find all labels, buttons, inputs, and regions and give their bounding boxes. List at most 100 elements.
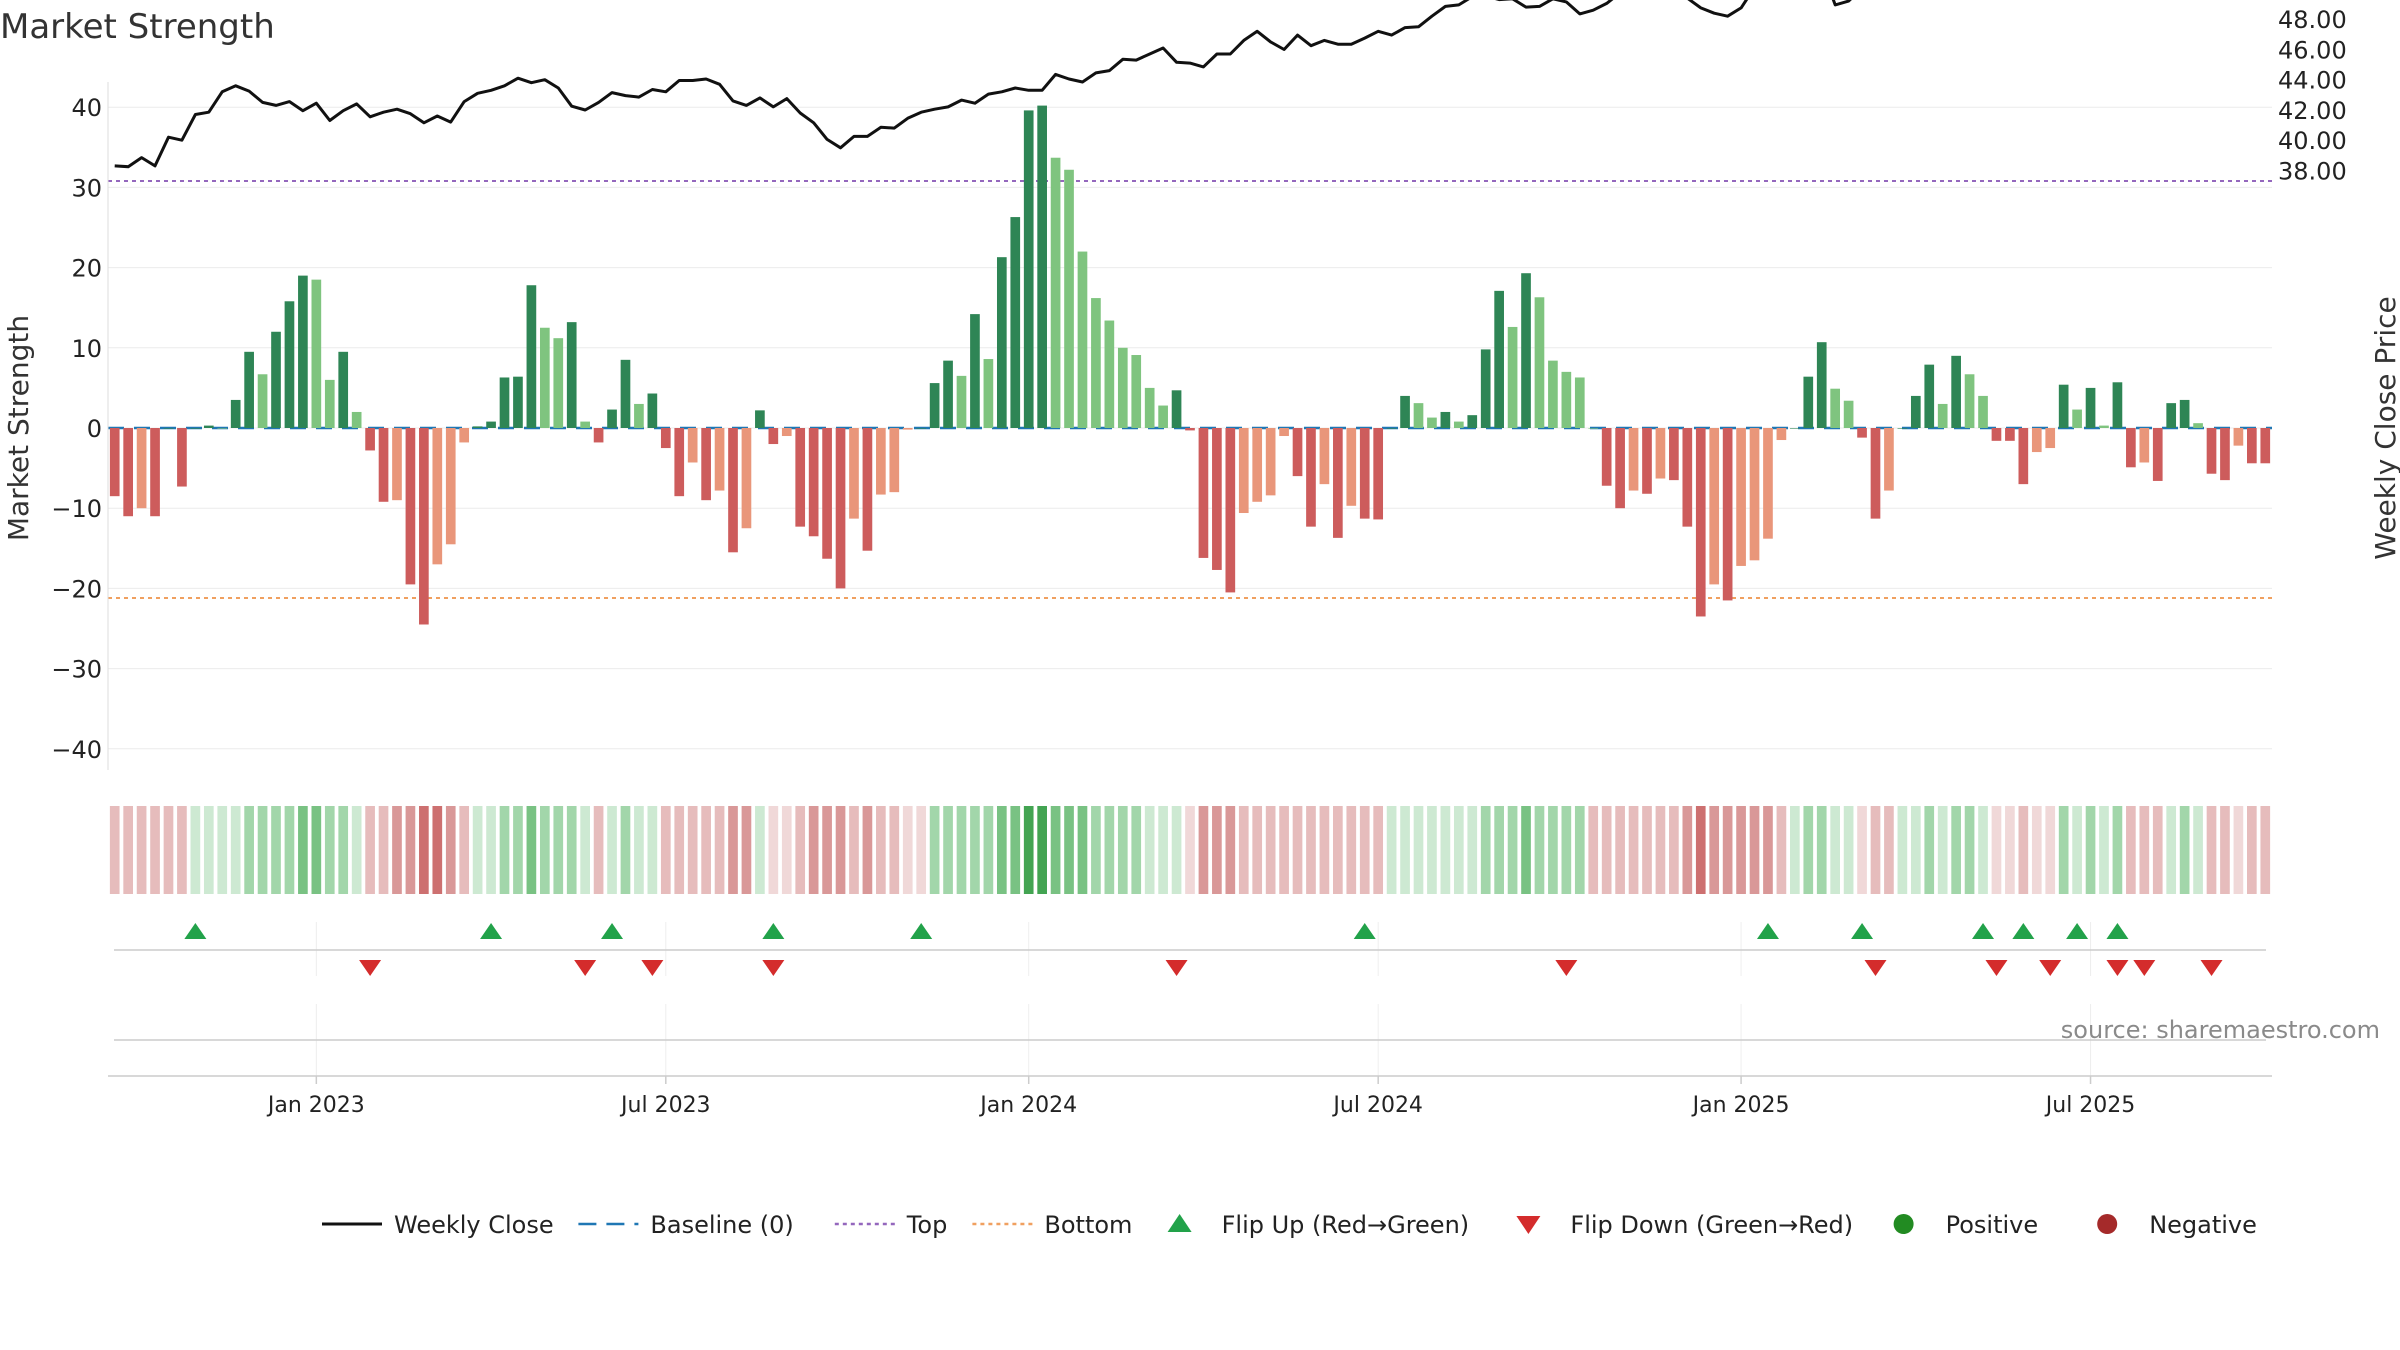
heat-cell: [1870, 806, 1881, 894]
heat-cell: [217, 806, 228, 894]
positive-bar: [1023, 110, 1034, 429]
heat-cell: [1655, 806, 1666, 894]
positive-bar: [996, 257, 1007, 428]
negative-bar: [674, 428, 685, 497]
x-tick-label: Jan 2024: [978, 1093, 1077, 1118]
y-tick-label-right: 46.00: [2278, 36, 2347, 64]
positive-bar: [1010, 217, 1021, 428]
y-tick-label-right: 48.00: [2278, 6, 2347, 34]
x-tick-label: Jul 2023: [619, 1093, 711, 1118]
negative-bar: [728, 428, 738, 553]
positive-bar: [472, 426, 483, 428]
heat-cell: [351, 806, 362, 894]
positive-bar: [203, 425, 214, 428]
heat-cell: [1843, 806, 1854, 894]
heat-cell: [1225, 806, 1236, 894]
axes: 403020100−10−20−30−4052.0050.0048.0046.0…: [51, 0, 2347, 770]
heat-cell: [741, 806, 752, 894]
heat-cell: [1010, 806, 1021, 894]
heat-cell: [916, 806, 927, 894]
negative-bar: [687, 428, 698, 463]
heat-cell: [1964, 806, 1975, 894]
positive-bar: [1574, 377, 1585, 428]
heat-cell: [1319, 806, 1330, 894]
positive-bar: [1964, 374, 1975, 428]
heat-cell: [1292, 806, 1303, 894]
positive-bar: [2058, 384, 2069, 428]
heat-cell: [244, 806, 254, 894]
positive-bar: [311, 279, 322, 428]
heat-cell: [1588, 806, 1599, 894]
y-tick-label-right: 44.00: [2278, 67, 2347, 95]
negative-bar: [593, 428, 604, 443]
heat-cell: [822, 806, 832, 894]
heat-cell: [1790, 806, 1800, 894]
heat-cell: [499, 806, 510, 894]
heat-cell: [1937, 806, 1948, 894]
x-tick-label: Jan 2025: [1691, 1093, 1790, 1118]
heat-cell: [1897, 806, 1908, 894]
positive-bar: [1077, 251, 1088, 428]
heat-cell: [338, 806, 349, 894]
legend-label: Bottom: [1044, 1211, 1132, 1239]
flip-down-marker: [1985, 960, 2008, 976]
legend-label: Negative: [2149, 1211, 2257, 1239]
heat-cell: [634, 806, 644, 894]
negative-bar: [2005, 428, 2015, 441]
heat-cell: [1400, 806, 1410, 894]
heat-cell: [2099, 806, 2109, 894]
positive-bar: [1790, 428, 1800, 429]
heat-cell: [1306, 806, 1316, 894]
legend-dot-icon: [1893, 1214, 1914, 1234]
heat-cell: [392, 806, 402, 894]
positive-bar: [1816, 342, 1827, 428]
heat-cell: [956, 806, 967, 894]
heat-cell: [2246, 806, 2257, 894]
weekly-close-series: [114, 0, 1852, 169]
negative-bar: [459, 428, 470, 443]
negative-bar: [781, 428, 792, 437]
negative-bar: [822, 428, 832, 559]
heat-cell: [539, 806, 550, 894]
heat-cell: [1265, 806, 1276, 894]
positive-bar: [983, 359, 994, 428]
negative-bar: [889, 428, 900, 493]
positive-bar: [1131, 355, 1142, 428]
negative-bar: [701, 428, 711, 501]
heat-cell: [1252, 806, 1263, 894]
positive-bar: [257, 374, 268, 428]
flip-down-marker: [574, 960, 597, 976]
negative-bar: [1749, 428, 1760, 561]
heat-cell: [1507, 806, 1518, 894]
positive-bar: [553, 338, 564, 428]
heat-cell: [257, 806, 268, 894]
heat-cell: [1978, 806, 1988, 894]
heat-cell: [1158, 806, 1168, 894]
heat-cell: [701, 806, 711, 894]
flip-down-marker: [2106, 960, 2129, 976]
negative-bar: [2031, 428, 2042, 453]
heat-cell: [1467, 806, 1478, 894]
positive-bar: [284, 301, 295, 428]
negative-bar: [2018, 428, 2029, 485]
heat-cell: [1669, 806, 1679, 894]
heat-cell: [486, 806, 496, 894]
negative-bar: [1709, 428, 1720, 585]
heat-cell: [1534, 806, 1545, 894]
heat-cell: [1574, 806, 1585, 894]
heat-cell: [929, 806, 940, 894]
heat-cell: [1064, 806, 1074, 894]
negative-bar: [1373, 428, 1384, 520]
positive-bar: [230, 399, 241, 428]
y-tick-label-left: −40: [51, 736, 102, 764]
heat-cell: [284, 806, 295, 894]
positive-bar: [1050, 157, 1061, 428]
negative-bar: [1185, 428, 1195, 431]
heat-cell: [1480, 806, 1491, 894]
heat-cell: [1695, 806, 1706, 894]
negative-bar: [109, 428, 120, 497]
heat-cell: [2220, 806, 2230, 894]
negative-bar: [1884, 428, 1894, 491]
heat-cell: [1736, 806, 1746, 894]
heat-cell: [2085, 806, 2096, 894]
